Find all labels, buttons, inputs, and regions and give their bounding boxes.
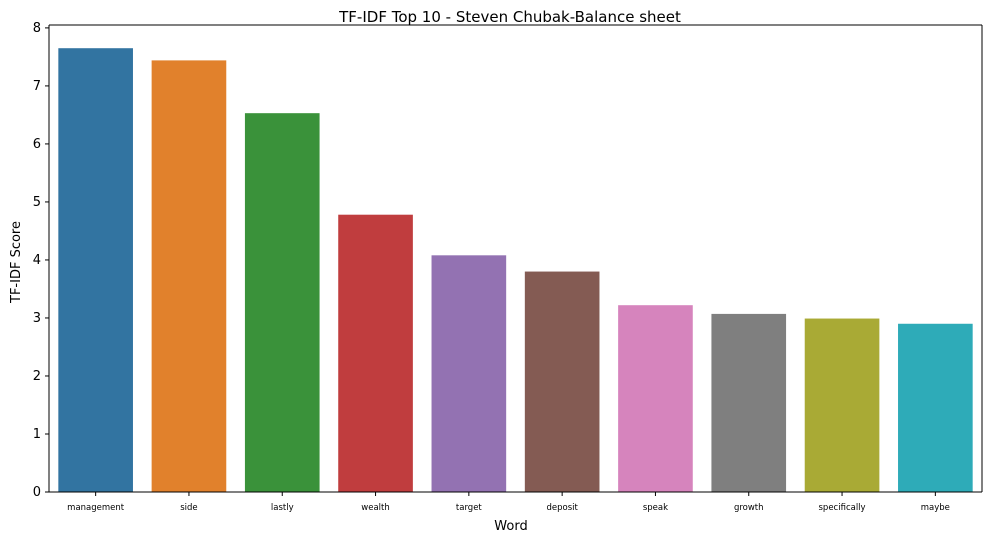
x-axis-ticks: management side lastly wealth target deposit s… xyxy=(67,492,950,513)
y-tick-label: 3 xyxy=(33,311,41,326)
bar-growth xyxy=(711,313,787,492)
x-tick-label: deposit xyxy=(546,503,578,513)
x-tick-label: lastly xyxy=(271,503,294,513)
y-tick-label: 6 xyxy=(33,137,41,152)
bar-target xyxy=(431,255,507,492)
x-tick-label: target xyxy=(456,503,483,513)
bar-management xyxy=(58,48,133,493)
x-tick-label: management xyxy=(67,503,125,513)
x-tick-label: wealth xyxy=(361,503,389,513)
y-tick-label: 2 xyxy=(33,369,41,384)
x-tick-label: maybe xyxy=(921,503,950,513)
x-tick-label: side xyxy=(180,503,197,513)
x-tick-label: growth xyxy=(734,503,764,513)
bar-wealth xyxy=(338,214,413,492)
bar-maybe xyxy=(898,323,973,492)
y-tick-label: 0 xyxy=(33,485,41,500)
bar-speak xyxy=(618,305,693,492)
x-axis-label: Word xyxy=(494,519,527,534)
y-tick-label: 8 xyxy=(33,21,41,36)
y-tick-label: 1 xyxy=(33,427,41,442)
y-tick-label: 5 xyxy=(33,195,41,210)
x-tick-label: specifically xyxy=(819,503,866,513)
bars-group xyxy=(58,48,973,493)
bar-deposit xyxy=(524,271,600,492)
y-tick-label: 4 xyxy=(33,253,41,268)
x-tick-label: speak xyxy=(643,503,668,513)
bar-lastly xyxy=(244,113,320,492)
y-axis-ticks: 0 1 2 3 4 5 6 7 8 xyxy=(33,21,49,500)
plot-area: 0 1 2 3 4 5 6 7 8 management side lastly wealth targ… xyxy=(33,21,983,513)
y-axis-label: TF-IDF Score xyxy=(9,221,24,304)
bar-side xyxy=(151,60,227,493)
bar-specifically xyxy=(804,318,880,492)
y-tick-label: 7 xyxy=(33,79,41,94)
chart-title: TF-IDF Top 10 - Steven Chubak-Balance sh… xyxy=(338,8,681,26)
